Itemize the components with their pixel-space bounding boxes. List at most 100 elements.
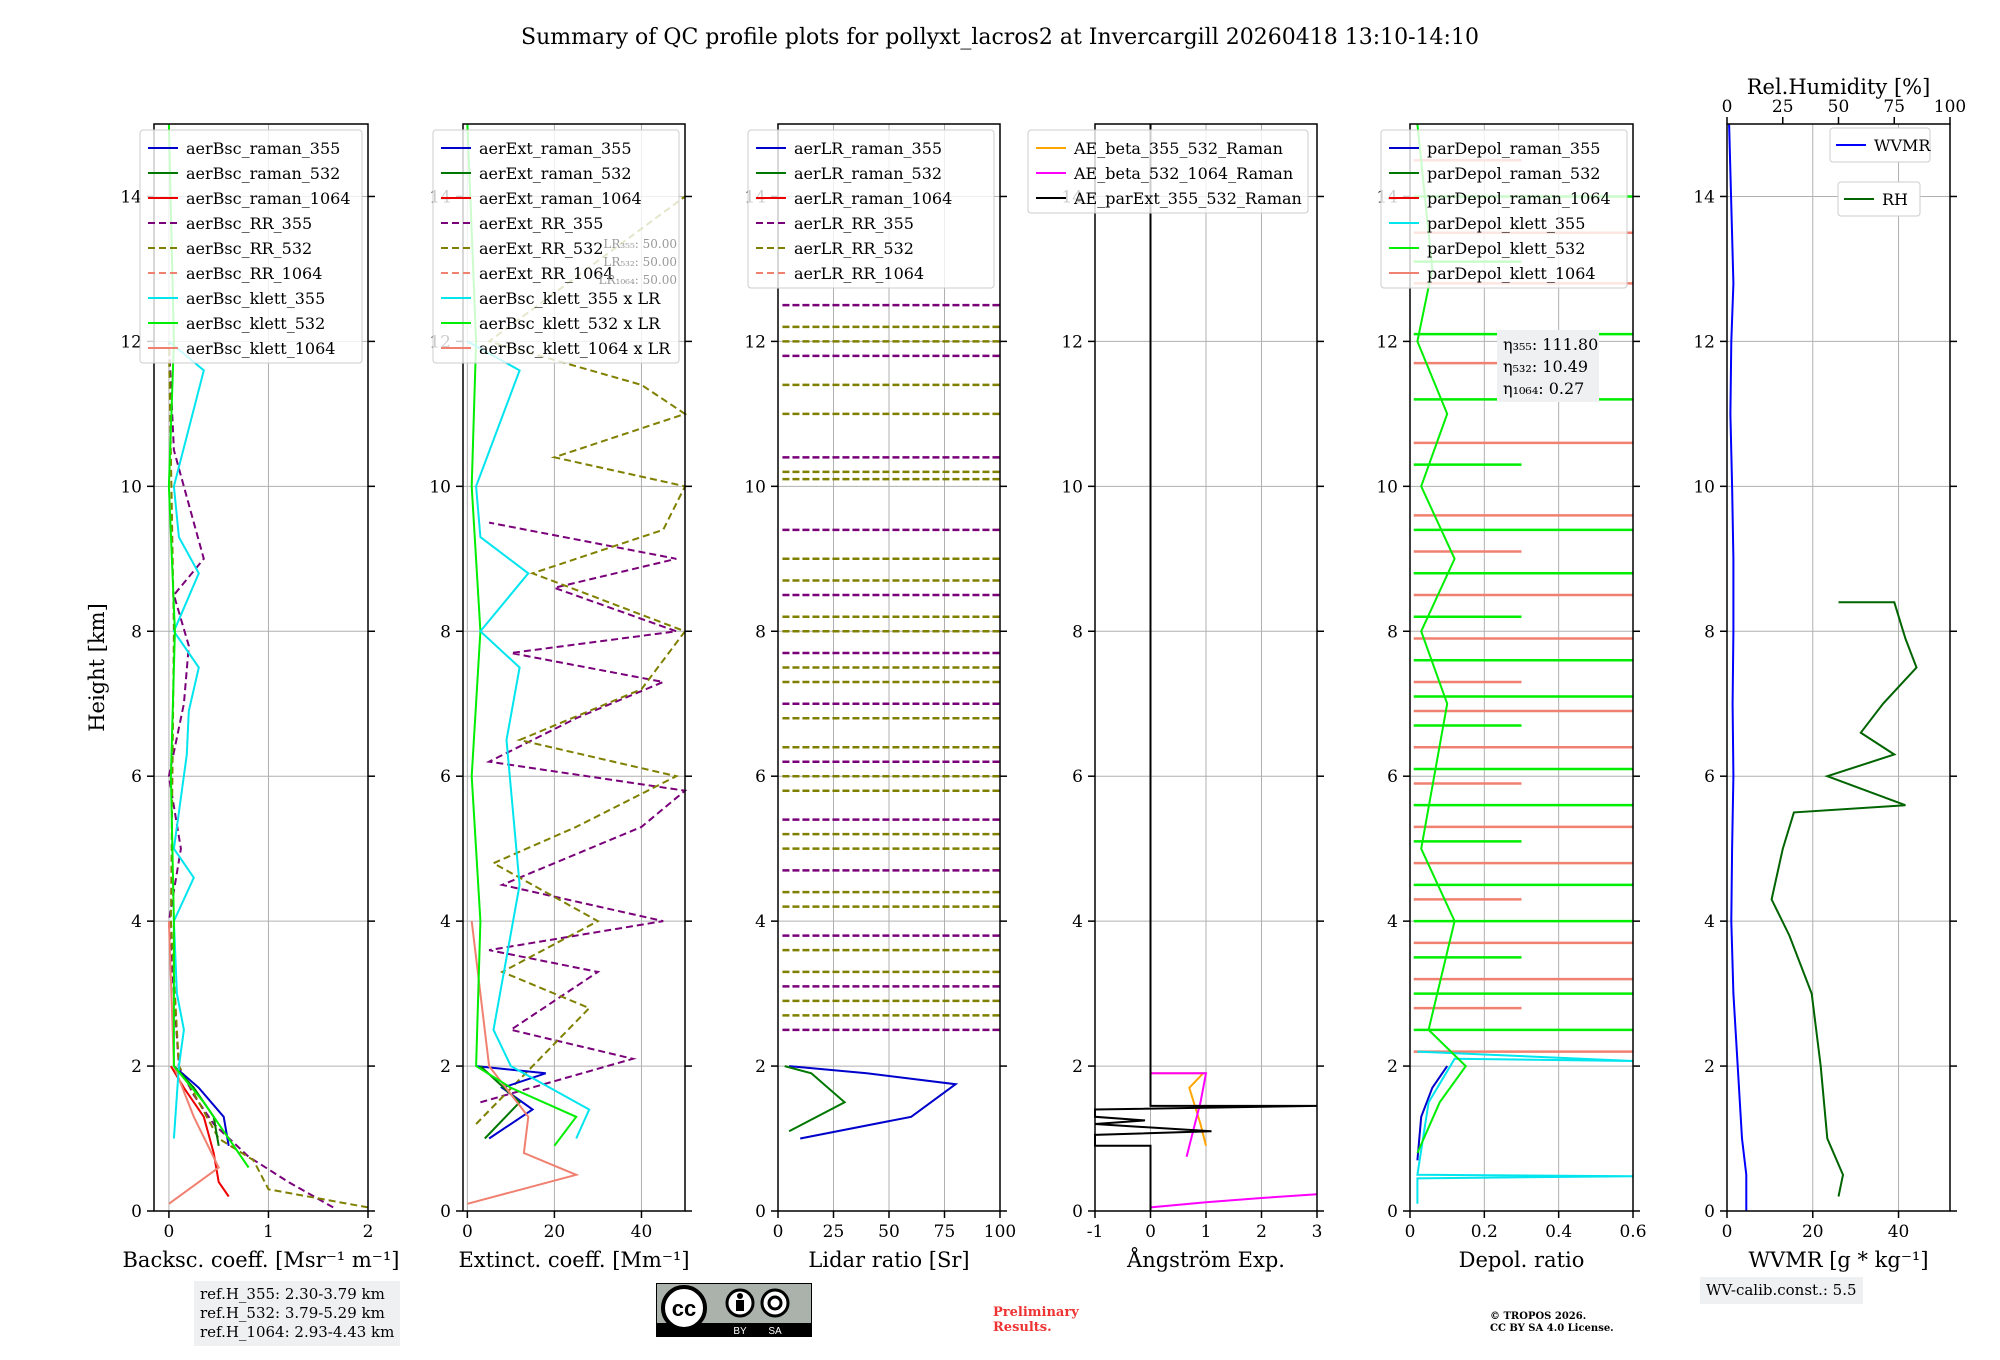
series-line-aerbsc-klett-355 <box>168 340 205 1139</box>
legend-label: parDepol_klett_532 <box>1427 239 1585 258</box>
eta-info-box <box>1497 330 1599 402</box>
by-label: BY <box>733 1326 747 1337</box>
series-line-aerext-raman-532 <box>479 1065 522 1140</box>
legend-label: AE_beta_532_1064_Raman <box>1073 164 1293 183</box>
y-tick-label: 4 <box>1387 912 1398 932</box>
y-tick-label: 6 <box>1072 767 1083 787</box>
series-line-aerlr-raman-532 <box>784 1065 847 1133</box>
y-tick-label: 10 <box>1376 477 1398 497</box>
x-tick-label: 40 <box>631 1222 653 1242</box>
panel-3: 025507510002468101214Lidar ratio [Sr]aer… <box>744 123 1016 1272</box>
legend-label: aerBsc_RR_1064 <box>186 264 322 283</box>
legend-label: aerExt_raman_1064 <box>479 189 642 208</box>
y-tick-label: 2 <box>131 1057 142 1077</box>
y-tick-label: 4 <box>755 912 766 932</box>
y-tick-label: 8 <box>755 622 766 642</box>
x-tick-label: 0 <box>773 1222 784 1242</box>
preliminary-line-1: Preliminary <box>993 1305 1079 1320</box>
y-tick-label: 8 <box>1387 622 1398 642</box>
preliminary-results-note: Preliminary Results. <box>993 1305 1079 1335</box>
y-tick-label: 4 <box>131 912 142 932</box>
y-tick-label: 0 <box>755 1202 766 1222</box>
x-tick-label: 1 <box>263 1222 274 1242</box>
x-tick-label: 40 <box>1888 1222 1910 1242</box>
x-axis-label: Depol. ratio <box>1459 1248 1585 1272</box>
legend-label: parDepol_raman_532 <box>1427 164 1600 183</box>
series-line-aerlr-raman-355 <box>789 1065 959 1140</box>
lidar-ratio-info: LR₃₅₅: 50.00 <box>603 237 677 251</box>
legend-box <box>1027 129 1309 214</box>
legend-label: RH <box>1882 190 1908 209</box>
y-axis-label: Height [km] <box>85 603 109 732</box>
y-tick-label: 10 <box>1061 477 1083 497</box>
y-tick-label: 2 <box>440 1057 451 1077</box>
series-line-pardepol-klett-355 <box>1416 1050 1634 1204</box>
legend-label: aerLR_RR_1064 <box>794 264 924 283</box>
x-axis-label: Backsc. coeff. [Msr⁻¹ m⁻¹] <box>123 1248 400 1272</box>
x-tick-label: 0 <box>1145 1222 1156 1242</box>
x-tick-label: 100 <box>984 1222 1016 1242</box>
legend-label: aerBsc_raman_532 <box>186 164 340 183</box>
legend-label: aerBsc_klett_1064 x LR <box>479 339 671 358</box>
panel-5: 00.20.40.602468101214Depol. ratioparDepo… <box>1376 123 1647 1272</box>
top-x-tick-label: 50 <box>1828 97 1850 117</box>
x-tick-label: 0 <box>1722 1222 1733 1242</box>
y-tick-label: 0 <box>1072 1202 1083 1222</box>
reference-height-box: ref.H_355: 2.30-3.79 km ref.H_532: 3.79-… <box>194 1281 401 1346</box>
eta-value: η₅₃₂: 10.49 <box>1503 357 1588 376</box>
series-line-aerbsc-rr-355 <box>167 341 334 1209</box>
y-tick-label: 12 <box>1061 332 1083 352</box>
legend-label: aerBsc_klett_355 <box>186 289 325 308</box>
x-tick-label: 0.4 <box>1545 1222 1572 1242</box>
y-tick-label: 2 <box>1072 1057 1083 1077</box>
x-tick-label: 25 <box>823 1222 845 1242</box>
y-tick-label: 12 <box>120 332 142 352</box>
legend-label: aerExt_RR_355 <box>479 214 603 233</box>
cc-icon <box>661 1285 707 1331</box>
panel-2: 0204002468101214Extinct. coeff. [Mm⁻¹]ae… <box>429 123 692 1272</box>
y-tick-label: 0 <box>131 1202 142 1222</box>
cc-by-sa-license-badge: cc BY SA <box>656 1283 812 1337</box>
y-tick-label: 4 <box>440 912 451 932</box>
x-tick-label: 0 <box>164 1222 175 1242</box>
y-tick-label: 0 <box>1704 1202 1715 1222</box>
x-tick-label: 0 <box>1405 1222 1416 1242</box>
x-tick-label: 2 <box>363 1222 374 1242</box>
series-line-aerext-rr-532 <box>475 195 688 1125</box>
series-line-pardepol-klett-532 <box>1416 123 1468 1154</box>
ref-height-355: ref.H_355: 2.30-3.79 km <box>200 1285 385 1303</box>
legend-label: aerBsc_klett_355 x LR <box>479 289 661 308</box>
axes-frame <box>1409 123 1634 1212</box>
sa-label: SA <box>768 1326 782 1337</box>
series-line-aerbsc-klett-1064 <box>167 921 220 1205</box>
x-axis-label: WVMR [g * kg⁻¹] <box>1748 1248 1928 1272</box>
x-axis-label: Ångström Exp. <box>1126 1247 1285 1272</box>
y-tick-label: 2 <box>1387 1057 1398 1077</box>
copyright-line-2: CC BY SA 4.0 License. <box>1490 1323 1614 1334</box>
series-line-aerbsc-klett-355-x-lr <box>466 340 591 1139</box>
preliminary-line-2: Results. <box>993 1320 1052 1335</box>
y-tick-label: 10 <box>120 477 142 497</box>
legend-label: aerBsc_RR_532 <box>186 239 312 258</box>
figure-title: Summary of QC profile plots for pollyxt_… <box>521 25 1479 50</box>
series-line-aerext-rr-355 <box>480 521 688 1104</box>
series-line-aerbsc-klett-532 <box>167 123 250 1169</box>
x-tick-label: 0.2 <box>1471 1222 1498 1242</box>
x-tick-label: 2 <box>1256 1222 1267 1242</box>
legend-label: aerLR_raman_355 <box>794 139 942 158</box>
series-line-aerbsc-klett-532-x-lr <box>466 123 578 1147</box>
y-tick-label: 14 <box>120 187 142 207</box>
series-line-aerext-raman-355 <box>475 1065 547 1140</box>
wv-calibration-constant: WV-calib.const.: 5.5 <box>1706 1281 1857 1299</box>
eta-value: η₃₅₅: 111.80 <box>1503 335 1598 354</box>
lidar-ratio-info: LR₅₃₂: 50.00 <box>603 255 677 269</box>
y-tick-label: 6 <box>1387 767 1398 787</box>
copyright-note: © TROPOS 2026. CC BY SA 4.0 License. <box>1490 1311 1614 1335</box>
legend-label: aerLR_RR_355 <box>794 214 914 233</box>
ref-height-1064: ref.H_1064: 2.93-4.43 km <box>200 1323 395 1341</box>
y-tick-label: 8 <box>131 622 142 642</box>
y-tick-label: 4 <box>1072 912 1083 932</box>
